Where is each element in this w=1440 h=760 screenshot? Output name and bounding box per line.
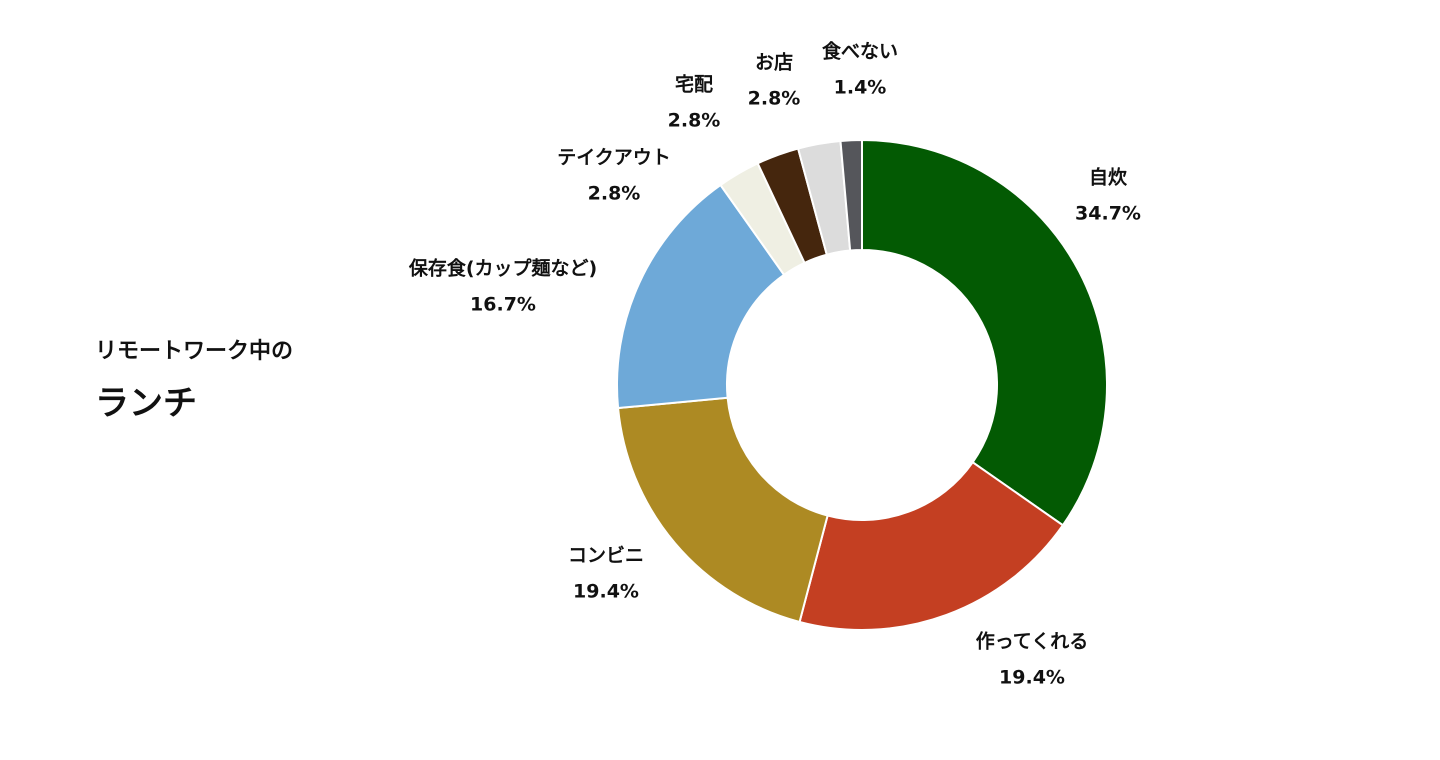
donut-slice	[616, 396, 829, 624]
slice-label: 作ってくれる	[976, 630, 1088, 653]
chart-title: ランチ	[95, 384, 197, 424]
slice-value-label: 34.7%	[1075, 203, 1141, 225]
donut-slice	[861, 138, 1108, 527]
slice-value-label: 19.4%	[999, 667, 1065, 689]
slice-value-label: 2.8%	[668, 110, 721, 132]
slice-label: コンビニ	[568, 545, 644, 567]
slice-label: 宅配	[675, 74, 713, 96]
donut-slice	[798, 460, 1065, 631]
slice-label: テイクアウト	[557, 147, 671, 169]
slice-label: 食べない	[822, 40, 898, 63]
donut-slice	[839, 138, 863, 252]
donut-slice	[616, 183, 786, 410]
slice-value-label: 1.4%	[834, 77, 887, 99]
slice-value-label: 19.4%	[573, 581, 639, 603]
chart-subtitle: リモートワーク中の	[95, 339, 293, 364]
slice-value-label: 16.7%	[470, 294, 536, 316]
slice-value-label: 2.8%	[748, 88, 801, 110]
slice-label: お店	[755, 51, 793, 74]
slice-label: 保存食(カップ麺など)	[408, 257, 597, 280]
slice-value-label: 2.8%	[588, 183, 641, 205]
slice-label: 自炊	[1089, 166, 1128, 189]
